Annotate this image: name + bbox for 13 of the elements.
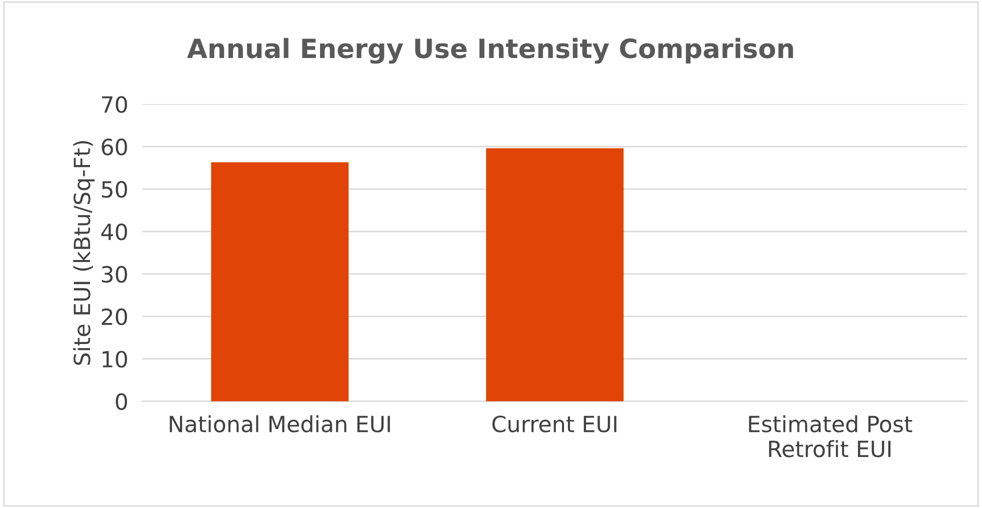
x-tick-label: Estimated Post Retrofit EUI	[749, 415, 912, 458]
y-tick-label: 0	[116, 393, 128, 410]
chart-title: Annual Energy Use Intensity Comparison	[187, 38, 793, 64]
y-axis-title: Site EUI (kBtu/Sq-Ft)	[73, 141, 95, 365]
y-tick-label: 70	[102, 96, 128, 113]
y-tick-label: 60	[102, 138, 128, 156]
y-tick-label: 30	[102, 266, 128, 283]
y-tick-label: 40	[101, 223, 128, 240]
y-tick-label: 20	[102, 308, 128, 326]
x-tick-label: Current EUI	[492, 416, 616, 432]
x-tick-label: National Median EUI	[170, 415, 390, 432]
y-tick-label: 50	[102, 181, 128, 198]
y-tick-label: 10	[102, 350, 128, 368]
